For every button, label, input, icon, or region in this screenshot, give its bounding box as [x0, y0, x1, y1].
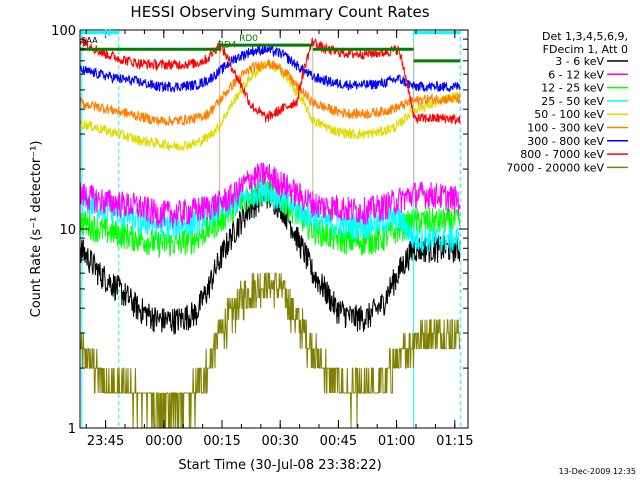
- series-path-1: [79, 162, 461, 229]
- legend-label-0: 3 - 6 keV: [555, 55, 604, 68]
- series-800-7000-kev: [79, 37, 461, 125]
- series-layer: [79, 30, 461, 429]
- footer-date: 13-Dec-2009 12:35: [559, 467, 636, 476]
- x-tick-label-2: 00:15: [203, 434, 240, 449]
- x-tick-label-1: 00:00: [145, 434, 182, 449]
- x-tick-label-3: 00:30: [261, 434, 298, 449]
- y-tick-label-2: 100: [51, 24, 76, 39]
- series-path-0: [79, 182, 461, 335]
- legend-label-6: 300 - 800 keV: [527, 135, 604, 148]
- legend-label-5: 100 - 300 keV: [527, 122, 604, 135]
- y-tick-label-1: 10: [59, 223, 76, 238]
- series-7000-20000-kev: [80, 272, 460, 429]
- legend-header-1: FDecim 1, Att 0: [543, 43, 628, 56]
- chart-title: HESSI Observing Summary Count Rates: [130, 3, 429, 21]
- series-300-800-kev: [79, 44, 461, 93]
- annotation-n: N: [104, 29, 111, 40]
- x-axis-label: Start Time (30-Jul-08 23:38:22): [178, 458, 381, 473]
- x-tick-label-4: 00:45: [320, 434, 357, 449]
- annotation-rd0: RD0: [239, 34, 258, 44]
- y-tick-label-0: 1: [68, 422, 76, 437]
- x-tick-label-0: 23:45: [87, 434, 124, 449]
- flag-layer: [80, 31, 461, 63]
- legend-header-0: Det 1,3,4,5,6,9,: [542, 30, 628, 43]
- series-6-12-kev: [79, 162, 461, 229]
- legend-label-2: 12 - 25 keV: [541, 82, 604, 95]
- series-path-7: [79, 37, 461, 125]
- legend-label-4: 50 - 100 keV: [534, 108, 604, 121]
- series-path-5: [79, 59, 461, 127]
- annotation-rd4: RD4: [218, 40, 237, 50]
- series-path-8: [80, 272, 460, 429]
- annotation-saa: SAA: [81, 36, 98, 45]
- series-3-6-kev: [79, 182, 461, 335]
- x-tick-label-5: 01:00: [378, 434, 415, 449]
- x-tick-label-6: 01:15: [436, 434, 473, 449]
- legend: Det 1,3,4,5,6,9,FDecim 1, Att 03 - 6 keV…: [506, 30, 628, 174]
- legend-label-3: 25 - 50 keV: [541, 95, 604, 108]
- legend-label-8: 7000 - 20000 keV: [506, 161, 604, 174]
- legend-label-7: 800 - 7000 keV: [520, 148, 604, 161]
- series-100-300-kev: [79, 59, 461, 127]
- series-path-6: [79, 44, 461, 93]
- legend-label-1: 6 - 12 keV: [548, 68, 604, 81]
- axis-layer: 23:45 00:00 00:15 00:30 00:45 01:00 01:15 1 10 10…: [51, 24, 473, 449]
- y-axis-label: Count Rate (s⁻¹ detector⁻¹): [29, 141, 44, 318]
